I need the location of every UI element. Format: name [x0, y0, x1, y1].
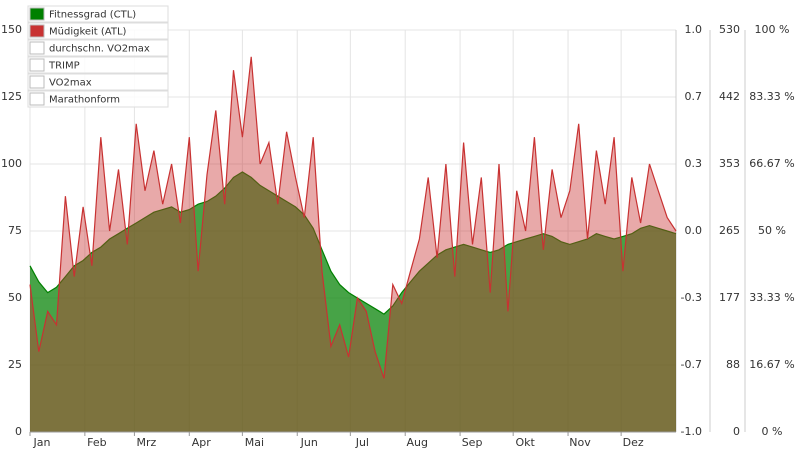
y-tick-label: 50 %	[758, 224, 786, 237]
y-tick-label: 177	[719, 291, 740, 304]
legend-label: durchschn. VO2max	[49, 44, 150, 55]
x-tick-label: Jul	[355, 436, 369, 449]
legend-swatch	[29, 41, 45, 55]
x-tick-label: Jun	[300, 436, 318, 449]
legend-item	[27, 22, 169, 40]
x-tick-label: Sep	[462, 436, 483, 449]
legend-item	[27, 90, 169, 108]
y-tick-label: 1.0	[685, 23, 703, 36]
legend-item	[27, 56, 169, 74]
x-tick-label: Aug	[406, 436, 427, 449]
legend-swatch	[29, 7, 45, 21]
x-tick-label: Dez	[623, 436, 644, 449]
y-tick-label: 0.7	[685, 90, 703, 103]
y-tick-label: 0.0	[685, 224, 703, 237]
x-tick-label: Okt	[516, 436, 536, 449]
legend-item	[27, 73, 169, 91]
legend-swatch	[29, 58, 45, 72]
legend-item	[27, 5, 169, 23]
x-tick-label: Apr	[192, 436, 212, 449]
y-tick-label: 88	[726, 358, 740, 371]
y-tick-label: 442	[719, 90, 740, 103]
y-tick-label: 83.33 %	[749, 90, 794, 103]
line	[29, 171, 677, 315]
legend-swatch	[29, 75, 45, 89]
y-tick-label: 75	[8, 224, 22, 237]
y-tick-label: -0.3	[681, 291, 702, 304]
y-tick-label: 66.67 %	[749, 157, 794, 170]
y-tick-label: -1.0	[681, 425, 702, 438]
x-tick-label: Mrz	[137, 436, 157, 449]
y-tick-label: 100 %	[755, 23, 790, 36]
x-tick-label: Feb	[87, 436, 106, 449]
y-tick-label: 0.3	[685, 157, 703, 170]
legend-label: TRIMP	[48, 61, 80, 72]
legend-label: Marathonform	[49, 95, 120, 106]
y-tick-label: 33.33 %	[749, 291, 794, 304]
legend-swatch	[29, 92, 45, 106]
y-tick-label: 50	[8, 291, 22, 304]
legend-label: Fitnessgrad (CTL)	[49, 10, 136, 21]
legend-swatch	[29, 24, 45, 38]
y-tick-label: 530	[719, 23, 740, 36]
y-tick-label: 25	[8, 358, 22, 371]
y-tick-label: 125	[1, 90, 22, 103]
x-tick-label: Mai	[245, 436, 264, 449]
x-tick-label: Nov	[569, 436, 591, 449]
y-tick-label: 100	[1, 157, 22, 170]
y-tick-label: 0 %	[762, 425, 783, 438]
y-tick-label: -0.7	[681, 358, 702, 371]
y-tick-label: 353	[719, 157, 740, 170]
legend-label: VO2max	[49, 78, 92, 89]
y-tick-label: 265	[719, 224, 740, 237]
legend-label: Müdigkeit (ATL)	[49, 27, 127, 38]
area	[30, 56, 676, 433]
y-tick-label: 0	[15, 425, 22, 438]
y-tick-label: 16.67 %	[749, 358, 794, 371]
x-tick-label: Jan	[33, 436, 51, 449]
line	[29, 56, 677, 379]
legend-item	[27, 39, 169, 57]
y-tick-label: 0	[733, 425, 740, 438]
y-tick-label: 150	[1, 23, 22, 36]
area	[30, 172, 676, 432]
